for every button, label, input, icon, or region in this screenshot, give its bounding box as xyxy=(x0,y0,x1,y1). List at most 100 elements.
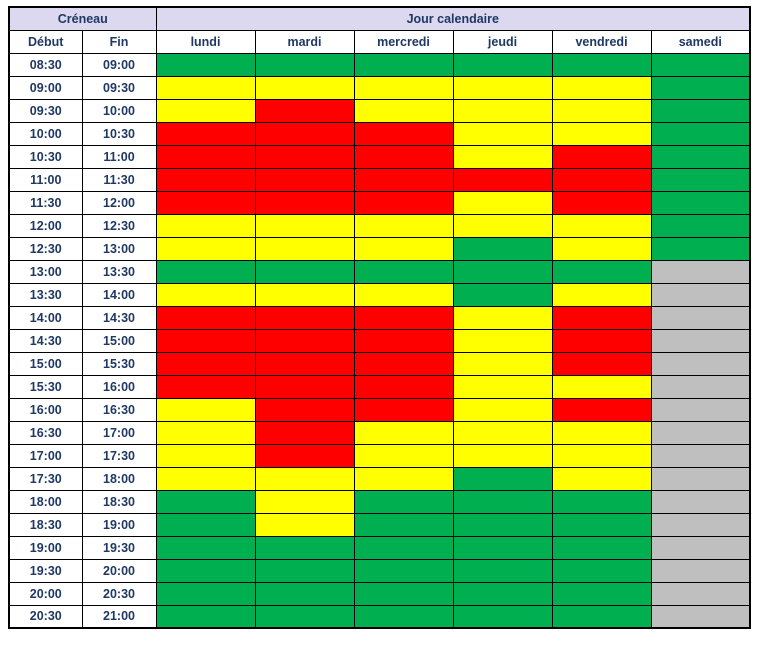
slot-cell[interactable] xyxy=(254,397,355,422)
slot-cell[interactable] xyxy=(155,397,256,422)
slot-cell[interactable] xyxy=(353,351,454,376)
slot-cell[interactable] xyxy=(452,466,553,491)
slot-cell[interactable] xyxy=(551,443,652,468)
slot-cell[interactable] xyxy=(353,75,454,100)
slot-cell[interactable] xyxy=(452,190,553,215)
slot-cell[interactable] xyxy=(650,604,751,629)
slot-cell[interactable] xyxy=(353,190,454,215)
slot-cell[interactable] xyxy=(254,282,355,307)
slot-cell[interactable] xyxy=(551,305,652,330)
slot-cell[interactable] xyxy=(452,604,553,629)
slot-cell[interactable] xyxy=(452,374,553,399)
slot-cell[interactable] xyxy=(254,443,355,468)
slot-cell[interactable] xyxy=(353,397,454,422)
slot-cell[interactable] xyxy=(551,259,652,284)
slot-cell[interactable] xyxy=(650,75,751,100)
slot-cell[interactable] xyxy=(452,443,553,468)
slot-cell[interactable] xyxy=(353,259,454,284)
slot-cell[interactable] xyxy=(650,512,751,537)
slot-cell[interactable] xyxy=(650,259,751,284)
slot-cell[interactable] xyxy=(353,581,454,606)
slot-cell[interactable] xyxy=(551,52,652,77)
slot-cell[interactable] xyxy=(353,213,454,238)
slot-cell[interactable] xyxy=(254,489,355,514)
slot-cell[interactable] xyxy=(650,190,751,215)
slot-cell[interactable] xyxy=(254,144,355,169)
slot-cell[interactable] xyxy=(551,98,652,123)
slot-cell[interactable] xyxy=(452,581,553,606)
slot-cell[interactable] xyxy=(353,443,454,468)
slot-cell[interactable] xyxy=(452,167,553,192)
slot-cell[interactable] xyxy=(452,351,553,376)
slot-cell[interactable] xyxy=(650,466,751,491)
slot-cell[interactable] xyxy=(650,328,751,353)
slot-cell[interactable] xyxy=(254,167,355,192)
slot-cell[interactable] xyxy=(155,374,256,399)
slot-cell[interactable] xyxy=(254,535,355,560)
slot-cell[interactable] xyxy=(353,167,454,192)
slot-cell[interactable] xyxy=(353,305,454,330)
slot-cell[interactable] xyxy=(254,52,355,77)
slot-cell[interactable] xyxy=(650,236,751,261)
slot-cell[interactable] xyxy=(353,604,454,629)
slot-cell[interactable] xyxy=(155,121,256,146)
slot-cell[interactable] xyxy=(254,190,355,215)
slot-cell[interactable] xyxy=(650,489,751,514)
slot-cell[interactable] xyxy=(551,397,652,422)
slot-cell[interactable] xyxy=(353,466,454,491)
slot-cell[interactable] xyxy=(155,98,256,123)
slot-cell[interactable] xyxy=(254,604,355,629)
slot-cell[interactable] xyxy=(353,535,454,560)
slot-cell[interactable] xyxy=(254,236,355,261)
slot-cell[interactable] xyxy=(254,374,355,399)
slot-cell[interactable] xyxy=(452,512,553,537)
slot-cell[interactable] xyxy=(452,98,553,123)
slot-cell[interactable] xyxy=(452,259,553,284)
slot-cell[interactable] xyxy=(254,512,355,537)
slot-cell[interactable] xyxy=(254,558,355,583)
slot-cell[interactable] xyxy=(650,52,751,77)
slot-cell[interactable] xyxy=(452,121,553,146)
slot-cell[interactable] xyxy=(650,167,751,192)
slot-cell[interactable] xyxy=(650,144,751,169)
slot-cell[interactable] xyxy=(353,282,454,307)
slot-cell[interactable] xyxy=(254,121,355,146)
slot-cell[interactable] xyxy=(551,512,652,537)
slot-cell[interactable] xyxy=(551,213,652,238)
slot-cell[interactable] xyxy=(353,236,454,261)
slot-cell[interactable] xyxy=(155,328,256,353)
slot-cell[interactable] xyxy=(551,489,652,514)
slot-cell[interactable] xyxy=(254,581,355,606)
slot-cell[interactable] xyxy=(452,397,553,422)
slot-cell[interactable] xyxy=(254,213,355,238)
slot-cell[interactable] xyxy=(155,52,256,77)
slot-cell[interactable] xyxy=(452,282,553,307)
slot-cell[interactable] xyxy=(452,489,553,514)
slot-cell[interactable] xyxy=(650,535,751,560)
slot-cell[interactable] xyxy=(155,190,256,215)
slot-cell[interactable] xyxy=(353,121,454,146)
slot-cell[interactable] xyxy=(452,328,553,353)
slot-cell[interactable] xyxy=(254,98,355,123)
slot-cell[interactable] xyxy=(254,75,355,100)
slot-cell[interactable] xyxy=(155,305,256,330)
slot-cell[interactable] xyxy=(155,213,256,238)
slot-cell[interactable] xyxy=(155,489,256,514)
slot-cell[interactable] xyxy=(452,213,553,238)
slot-cell[interactable] xyxy=(155,282,256,307)
slot-cell[interactable] xyxy=(254,351,355,376)
slot-cell[interactable] xyxy=(650,351,751,376)
slot-cell[interactable] xyxy=(155,420,256,445)
slot-cell[interactable] xyxy=(155,558,256,583)
slot-cell[interactable] xyxy=(155,512,256,537)
slot-cell[interactable] xyxy=(155,535,256,560)
slot-cell[interactable] xyxy=(353,98,454,123)
slot-cell[interactable] xyxy=(650,443,751,468)
slot-cell[interactable] xyxy=(551,581,652,606)
slot-cell[interactable] xyxy=(254,328,355,353)
slot-cell[interactable] xyxy=(254,259,355,284)
slot-cell[interactable] xyxy=(452,75,553,100)
slot-cell[interactable] xyxy=(551,535,652,560)
slot-cell[interactable] xyxy=(452,236,553,261)
slot-cell[interactable] xyxy=(353,374,454,399)
